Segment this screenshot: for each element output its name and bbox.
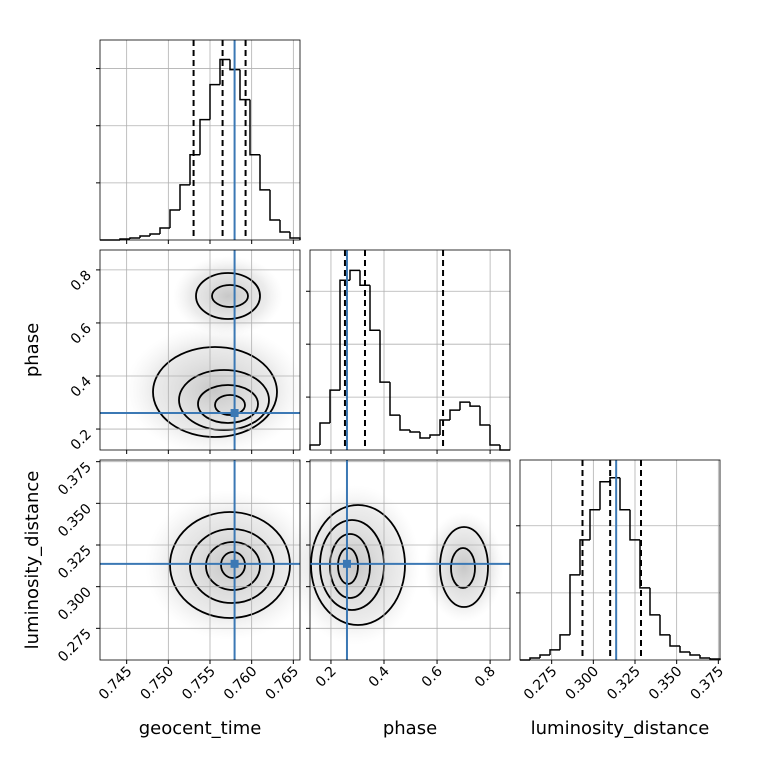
histogram-bin <box>489 425 500 446</box>
histogram-bin <box>149 233 160 236</box>
truth-point <box>230 559 239 568</box>
histogram-bin <box>629 509 640 541</box>
histogram-bin <box>469 402 480 407</box>
x-axis-label: geocent_time <box>139 718 262 739</box>
histogram-bin <box>169 209 180 228</box>
histogram-bin <box>559 634 570 650</box>
histogram-bin <box>259 154 270 191</box>
histogram-bin <box>159 227 170 234</box>
histogram-bin <box>599 480 610 510</box>
truth-point <box>342 559 351 568</box>
histogram-bin <box>479 406 490 426</box>
histogram-bin <box>269 189 280 221</box>
histogram-bin <box>669 634 680 647</box>
histogram-bin <box>659 614 670 636</box>
histogram-bin <box>419 432 430 439</box>
y-axis-label: luminosity_distance <box>22 471 43 650</box>
histogram-bin <box>649 587 660 616</box>
histogram-bin <box>249 99 260 156</box>
histogram-bin <box>579 539 590 575</box>
histogram-bin <box>279 220 290 233</box>
histogram-bin <box>619 477 630 511</box>
panel-frame <box>309 459 511 661</box>
histogram-bin <box>429 434 440 439</box>
histogram-bin <box>329 389 340 424</box>
histogram-bin <box>529 657 540 660</box>
histogram-bin <box>359 270 370 286</box>
x-axis-label: luminosity_distance <box>531 718 710 739</box>
histogram-bin <box>689 651 700 656</box>
histogram-bin <box>349 269 360 281</box>
histogram-bin <box>319 422 330 446</box>
histogram-bin <box>409 430 420 433</box>
histogram-bin <box>679 646 690 653</box>
histogram-bin <box>549 649 560 656</box>
histogram-bin <box>369 285 380 331</box>
truth-point <box>230 409 239 418</box>
panel-frame <box>99 459 301 661</box>
histogram-bin <box>209 83 220 120</box>
histogram-bin <box>699 655 710 659</box>
histogram-bin <box>459 401 470 411</box>
histogram-bin <box>439 419 450 435</box>
histogram-bin <box>589 509 600 540</box>
histogram-bin <box>539 654 550 658</box>
panel-frame <box>309 249 511 451</box>
density-geocent-distance <box>145 490 315 640</box>
histogram-bin <box>179 184 190 210</box>
histogram-bin <box>449 409 460 421</box>
histogram-bin <box>379 330 390 383</box>
histogram-bin <box>389 382 400 416</box>
panel-frame <box>519 459 721 661</box>
histogram-bin <box>569 574 580 635</box>
panel-frame <box>99 249 301 451</box>
histogram-bin <box>399 415 410 431</box>
histogram-bin <box>229 59 240 71</box>
histogram-bin <box>219 58 230 85</box>
histogram-bin <box>139 235 150 238</box>
histogram-bin <box>199 118 210 155</box>
histogram-bin <box>239 69 250 101</box>
density-phase-distance <box>290 485 504 645</box>
density-geocent-phase <box>125 256 305 455</box>
panel-frame <box>99 39 301 241</box>
y-axis-label: phase <box>22 323 43 377</box>
histogram-bin <box>189 153 200 185</box>
histogram-bin <box>129 237 140 239</box>
x-axis-label: phase <box>383 718 437 739</box>
